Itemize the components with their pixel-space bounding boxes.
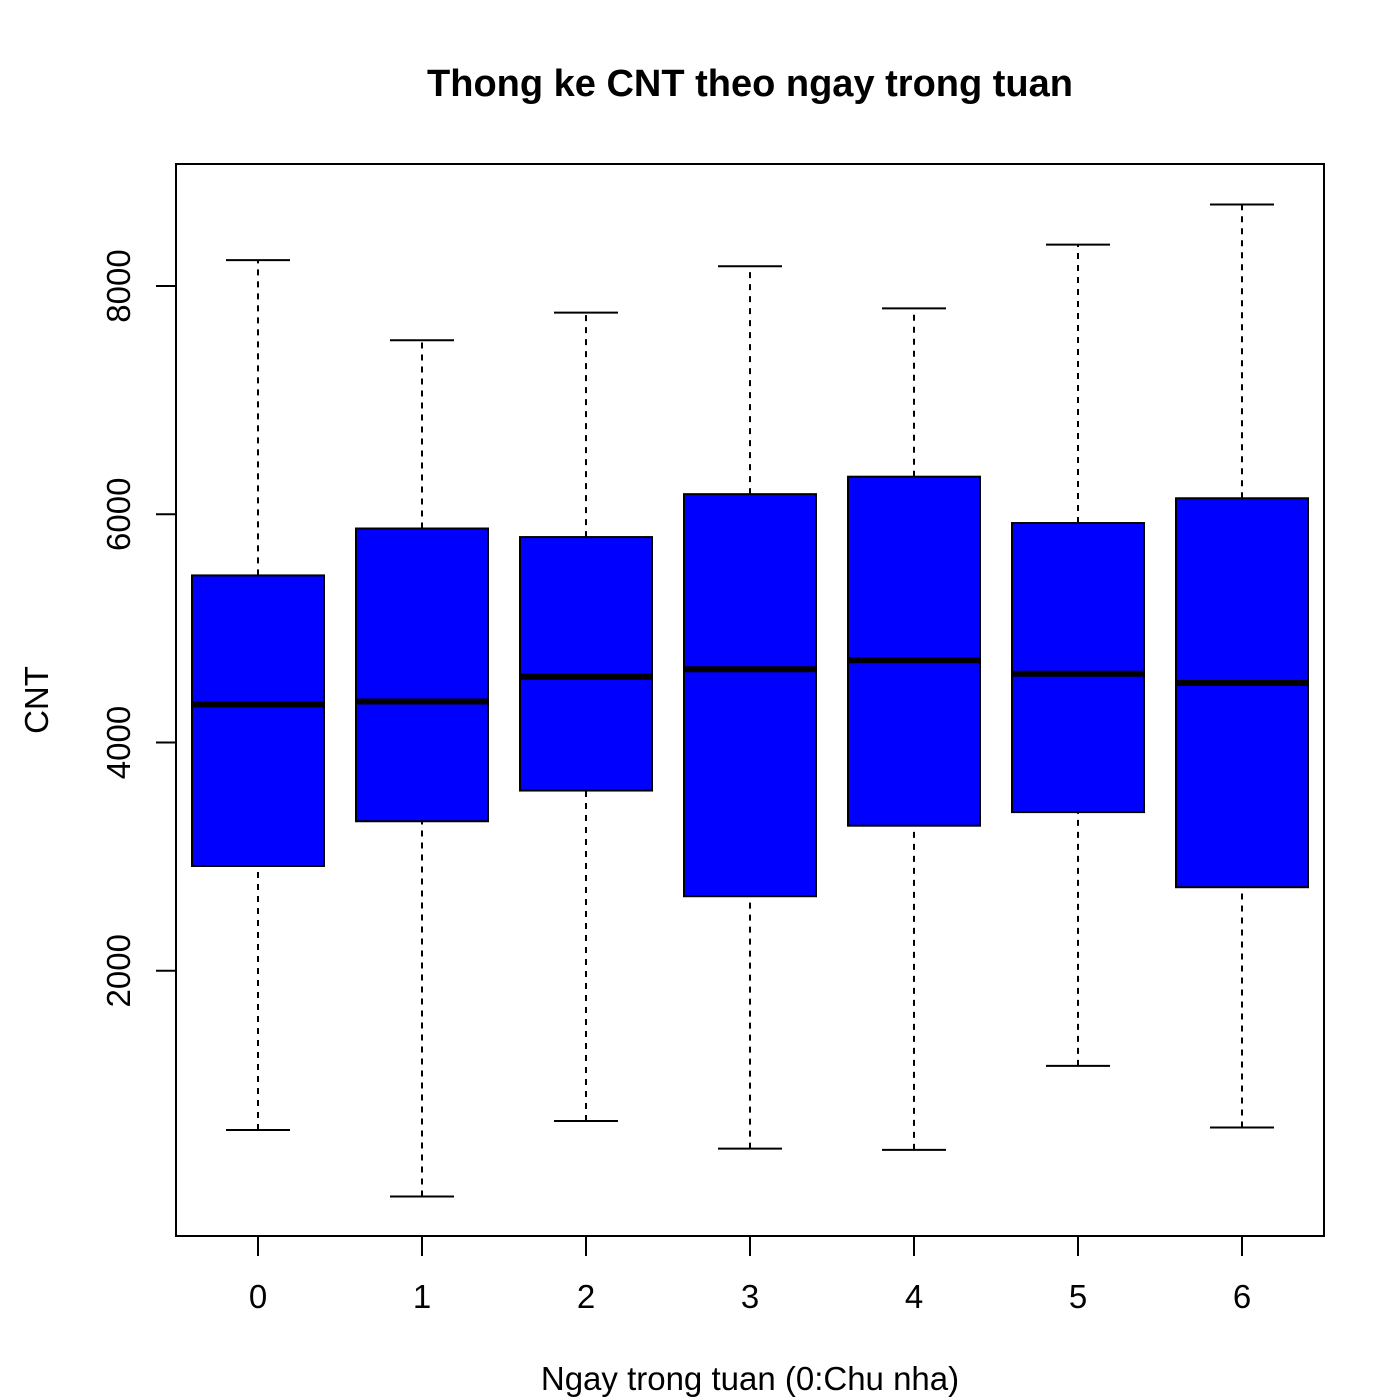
x-tick-label-6: 6	[1233, 1278, 1251, 1315]
box-1	[355, 527, 489, 823]
x-tick-label-5: 5	[1069, 1278, 1087, 1315]
box-4	[847, 475, 981, 827]
box-3	[683, 493, 817, 898]
chart-title: Thong ke CNT theo ngay trong tuan	[427, 63, 1073, 105]
box-group-4	[847, 307, 981, 1151]
y-tick-label-8000: 8000	[100, 249, 137, 322]
x-tick-label-0: 0	[249, 1278, 267, 1315]
box-group-0	[191, 259, 325, 1131]
box-group-1	[355, 339, 489, 1198]
plot-area	[191, 203, 1309, 1198]
x-tick-label-2: 2	[577, 1278, 595, 1315]
x-tick-label-4: 4	[905, 1278, 923, 1315]
box-group-3	[683, 265, 817, 1150]
y-tick-label-2000: 2000	[100, 934, 137, 1007]
box-group-5	[1011, 243, 1145, 1067]
box-0	[191, 574, 325, 867]
box-5	[1011, 522, 1145, 814]
box-6	[1175, 497, 1309, 889]
x-tick-label-3: 3	[741, 1278, 759, 1315]
box-group-2	[519, 311, 653, 1123]
x-tick-label-1: 1	[413, 1278, 431, 1315]
x-axis-label: Ngay trong tuan (0:Chu nha)	[541, 1360, 959, 1397]
y-axis-label: CNT	[18, 666, 55, 734]
y-tick-label-6000: 6000	[100, 478, 137, 551]
box-group-6	[1175, 203, 1309, 1129]
axes: 0 1 2 3 4 5 6 2000 4000 6000 8000	[100, 163, 1325, 1315]
box-2	[519, 536, 653, 792]
y-tick-label-4000: 4000	[100, 706, 137, 779]
